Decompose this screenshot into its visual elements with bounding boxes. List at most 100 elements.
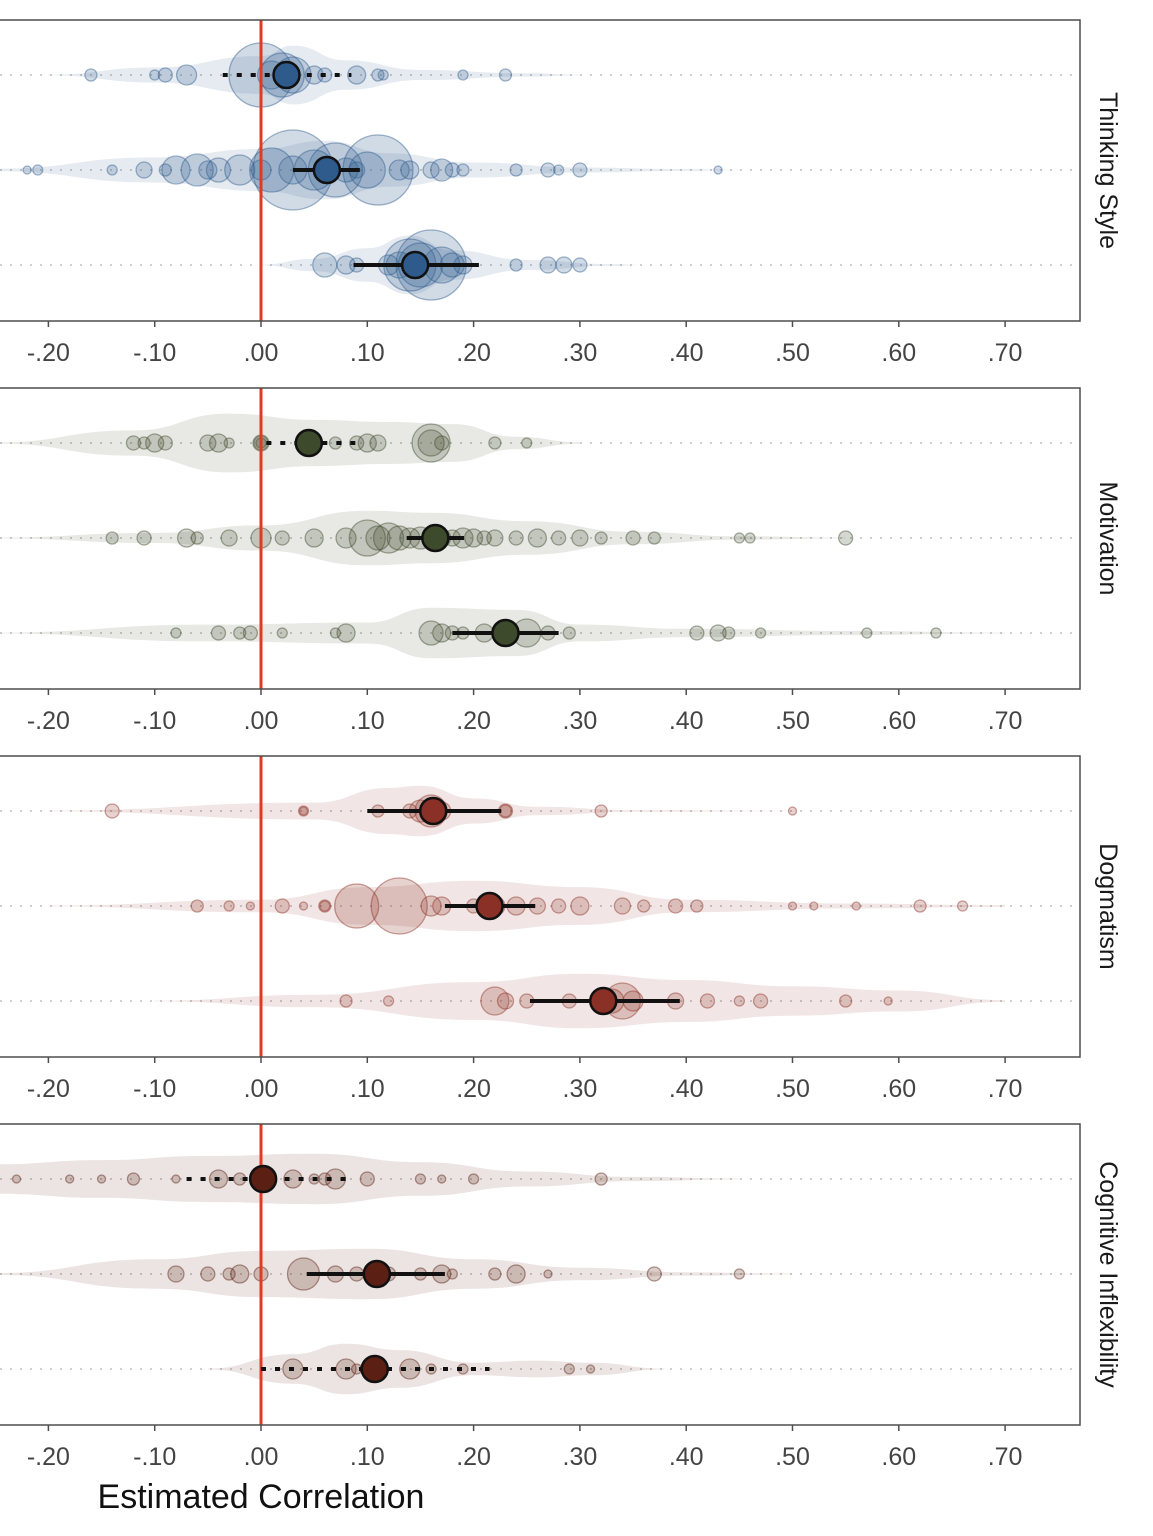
study-point xyxy=(570,896,590,916)
study-point xyxy=(434,435,450,451)
study-point xyxy=(328,436,343,450)
study-point xyxy=(200,1266,216,1282)
study-point xyxy=(420,895,442,917)
panel-2: Dogmatism -.20 -.10 .00 .10 .20 .30 .40 .50 .60 .7… xyxy=(0,755,1122,1103)
study-point xyxy=(733,1268,745,1280)
study-point xyxy=(754,627,767,639)
study-point xyxy=(357,433,377,453)
study-point xyxy=(32,164,44,176)
x-tick-label: .70 xyxy=(988,707,1023,735)
study-point xyxy=(411,423,451,463)
study-point xyxy=(210,625,227,641)
study-point xyxy=(135,161,153,179)
study-point xyxy=(594,1172,608,1186)
x-tick-label: .70 xyxy=(988,339,1023,367)
x-tick-label: -.10 xyxy=(133,1443,176,1471)
study-point xyxy=(647,531,661,545)
x-tick-label: .60 xyxy=(881,707,916,735)
study-point xyxy=(312,252,338,278)
study-point xyxy=(222,1267,236,1281)
x-tick-label: .40 xyxy=(669,707,704,735)
study-point xyxy=(336,623,356,643)
violin-shape xyxy=(48,45,580,105)
x-tick-label: .20 xyxy=(456,707,491,735)
x-tick-label: .60 xyxy=(881,339,916,367)
x-tick-label: .20 xyxy=(456,1443,491,1471)
study-point xyxy=(838,530,854,546)
pooled-estimate xyxy=(360,1354,389,1384)
study-point xyxy=(274,898,290,914)
study-point xyxy=(572,162,588,178)
study-point xyxy=(555,256,573,274)
study-point xyxy=(104,803,120,819)
study-point xyxy=(304,528,324,548)
pooled-estimate xyxy=(400,250,430,280)
x-tick-label: .10 xyxy=(350,1075,385,1103)
x-tick-label: -.20 xyxy=(27,1443,70,1471)
study-point xyxy=(456,163,470,177)
x-tick-label: .60 xyxy=(881,1443,916,1471)
study-point xyxy=(418,620,444,646)
x-tick-label: .70 xyxy=(988,1443,1023,1471)
study-point xyxy=(733,995,745,1007)
pooled-estimate xyxy=(589,986,618,1016)
panel-3: Cognitive Inflexibility -.20 -.10 .00 .10 .20… xyxy=(0,1123,1122,1471)
study-point xyxy=(563,1363,575,1375)
study-point xyxy=(339,994,353,1008)
x-tick-label: .70 xyxy=(988,1075,1023,1103)
x-tick-label: .50 xyxy=(775,1443,810,1471)
study-point xyxy=(245,901,256,911)
x-tick-label: -.20 xyxy=(27,1075,70,1103)
study-point xyxy=(713,165,723,175)
study-point xyxy=(444,162,460,178)
study-point xyxy=(198,160,218,180)
violin-shape xyxy=(0,140,740,200)
pooled-estimate xyxy=(421,523,450,553)
study-point xyxy=(690,899,704,913)
study-point xyxy=(334,883,380,929)
strip-label: Motivation xyxy=(1094,482,1122,596)
x-tick-label: .10 xyxy=(350,1443,385,1471)
study-point xyxy=(709,624,727,642)
study-point xyxy=(161,155,191,185)
study-point xyxy=(175,64,198,86)
violin-shape xyxy=(0,413,580,473)
study-point xyxy=(498,68,513,82)
study-point xyxy=(646,1266,662,1282)
study-point xyxy=(851,901,861,911)
study-point xyxy=(126,1172,141,1186)
study-point xyxy=(157,435,173,451)
pooled-estimate xyxy=(272,60,301,90)
study-point xyxy=(414,1173,427,1185)
study-point xyxy=(527,528,548,548)
study-point xyxy=(562,626,576,640)
study-point xyxy=(883,996,893,1006)
study-point xyxy=(205,157,232,183)
study-point xyxy=(230,1264,250,1284)
panel-plot-area xyxy=(0,20,1080,321)
study-point xyxy=(625,530,641,546)
study-point xyxy=(136,530,152,546)
x-tick-label: .00 xyxy=(244,707,279,735)
study-point xyxy=(382,995,395,1007)
study-point xyxy=(359,1171,375,1187)
study-point xyxy=(180,153,214,187)
x-tick-label: .30 xyxy=(563,707,598,735)
study-point xyxy=(158,163,172,177)
study-point xyxy=(744,532,756,544)
study-point xyxy=(571,529,589,547)
study-point xyxy=(506,1264,526,1284)
study-point xyxy=(956,900,969,912)
study-point xyxy=(422,161,440,179)
study-point xyxy=(224,154,256,186)
panel-border xyxy=(0,387,1081,690)
study-point xyxy=(463,528,484,548)
x-tick-label: .40 xyxy=(669,1075,704,1103)
study-point xyxy=(199,434,217,452)
study-point xyxy=(137,436,151,450)
study-point xyxy=(369,434,387,452)
study-point xyxy=(96,1174,107,1184)
study-point xyxy=(594,531,608,545)
pooled-estimate xyxy=(491,618,520,648)
